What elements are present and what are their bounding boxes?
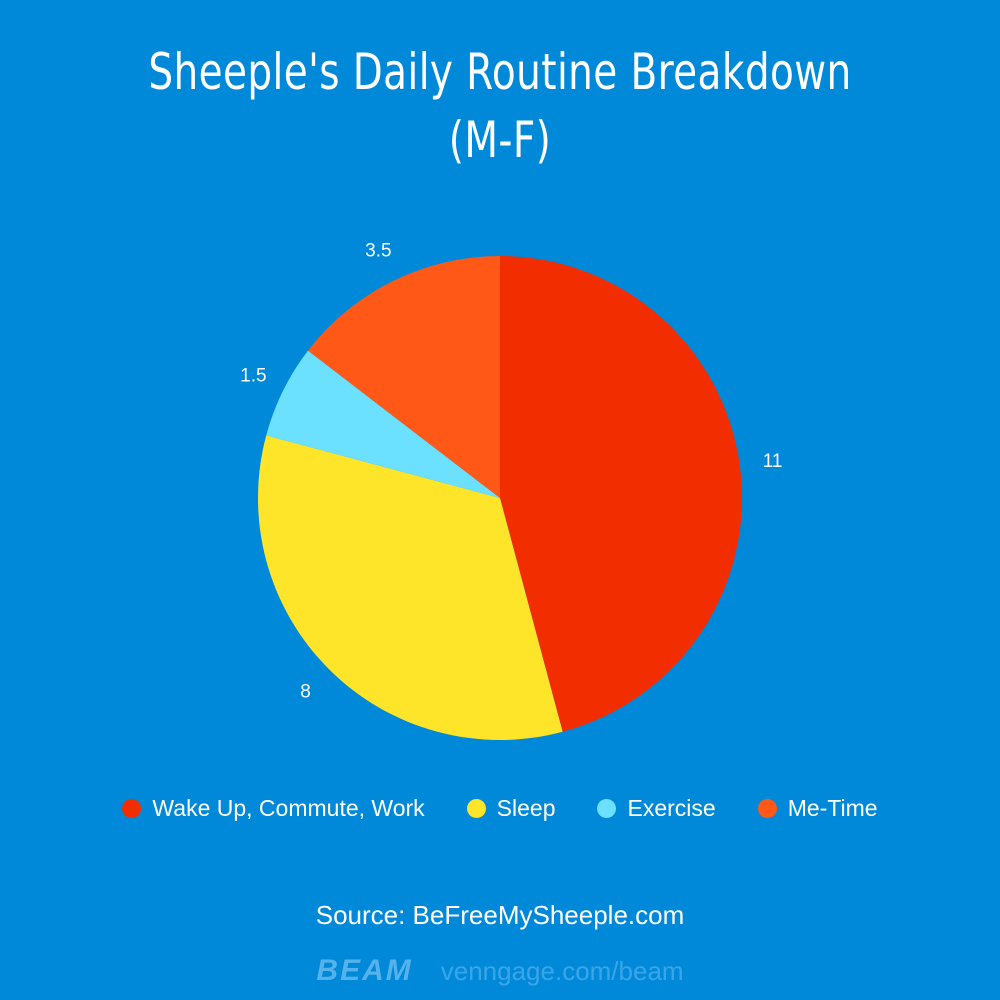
footer: BEAM venngage.com/beam [0,954,1000,988]
legend-label: Exercise [627,795,716,821]
chart-legend: Wake Up, Commute, Work Sleep Exercise Me-Ti… [0,795,1000,822]
legend-swatch [757,799,777,818]
legend-swatch [466,799,486,818]
pie-slice-3 [266,350,500,498]
chart-title-line-2: (M-F) [448,111,552,169]
beam-logo: BEAM [316,954,413,987]
pie-slice-4 [308,256,500,498]
legend-item-2: Sleep [466,795,556,822]
legend-label: Sleep [496,795,556,821]
legend-swatch [122,799,142,818]
pie-value-label-4: 3.5 [365,240,391,261]
chart-title-line-1: Sheeple's Daily Routine Breakdown [148,43,852,101]
footer-link[interactable]: venngage.com/beam [440,955,684,986]
legend-item-1: Wake Up, Commute, Work [122,795,425,822]
legend-item-3: Exercise [597,795,716,822]
pie-slice-1 [500,256,742,732]
pie-value-label-2: 8 [300,681,311,702]
pie-value-label-1: 11 [763,451,783,472]
legend-swatch [597,799,617,818]
pie-slice-2 [258,435,563,740]
chart-title: Sheeple's Daily Routine Breakdown (M-F) [110,38,890,174]
pie-chart: 11 8 1.5 3.5 [240,240,783,740]
legend-item-4: Me-Time [757,795,878,822]
pie-value-label-3: 1.5 [240,365,266,386]
source-text: Source: BeFreeMySheeple.com [315,900,685,930]
legend-label: Wake Up, Commute, Work [152,795,425,821]
legend-label: Me-Time [787,795,878,821]
